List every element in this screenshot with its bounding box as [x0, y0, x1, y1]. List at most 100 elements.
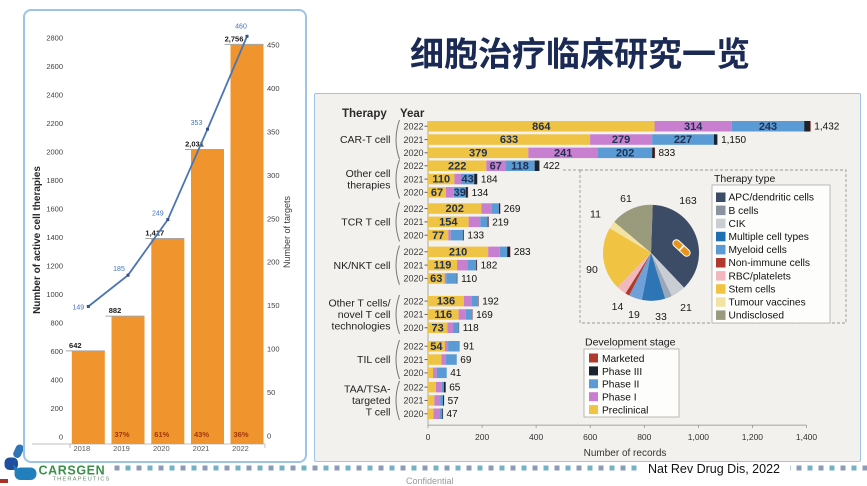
svg-text:269: 269 [504, 204, 521, 215]
svg-text:185: 185 [113, 266, 125, 273]
svg-text:633: 633 [500, 134, 518, 146]
svg-text:Undisclosed: Undisclosed [729, 311, 785, 322]
svg-text:2020: 2020 [153, 444, 170, 453]
svg-text:2020: 2020 [403, 274, 423, 284]
svg-text:0: 0 [59, 433, 63, 442]
svg-text:2200: 2200 [46, 119, 63, 128]
svg-text:202: 202 [616, 147, 634, 159]
svg-text:2021: 2021 [403, 174, 423, 184]
svg-text:110: 110 [461, 274, 477, 285]
svg-text:NK/NKT cell: NK/NKT cell [334, 260, 391, 272]
svg-text:200: 200 [475, 432, 489, 442]
svg-text:2021: 2021 [403, 135, 423, 145]
svg-text:2020: 2020 [403, 148, 423, 158]
svg-text:300: 300 [267, 171, 280, 180]
svg-text:1800: 1800 [46, 176, 63, 185]
svg-text:600: 600 [583, 432, 597, 442]
svg-text:422: 422 [543, 161, 560, 172]
svg-text:2022: 2022 [232, 444, 249, 453]
svg-text:1000: 1000 [46, 290, 63, 299]
svg-text:219: 219 [492, 217, 509, 228]
svg-text:Number of targets: Number of targets [282, 195, 292, 268]
svg-text:CIK: CIK [729, 219, 746, 230]
svg-text:1,150: 1,150 [721, 135, 746, 146]
svg-text:90: 90 [586, 264, 598, 276]
svg-text:833: 833 [659, 148, 676, 159]
svg-text:2020: 2020 [403, 323, 423, 333]
svg-text:RBC/platelets: RBC/platelets [729, 271, 791, 282]
svg-text:19: 19 [628, 309, 640, 321]
svg-text:67: 67 [490, 160, 502, 172]
svg-text:novel T cell: novel T cell [338, 309, 391, 321]
svg-text:67: 67 [431, 187, 443, 199]
svg-text:136: 136 [437, 296, 455, 308]
svg-text:283: 283 [514, 247, 531, 258]
svg-text:1600: 1600 [46, 205, 63, 214]
svg-text:Other cell: Other cell [346, 168, 391, 180]
svg-text:Marketed: Marketed [602, 354, 645, 365]
svg-text:182: 182 [481, 261, 498, 272]
svg-text:14: 14 [612, 301, 624, 313]
svg-text:2022: 2022 [403, 122, 423, 132]
svg-text:2022: 2022 [403, 296, 423, 306]
svg-text:222: 222 [448, 160, 466, 172]
svg-text:2020: 2020 [403, 230, 423, 240]
svg-text:243: 243 [759, 121, 777, 133]
svg-text:Multiple cell types: Multiple cell types [729, 232, 809, 243]
svg-text:T cell: T cell [366, 407, 391, 419]
svg-text:B cells: B cells [729, 206, 759, 217]
svg-text:0: 0 [267, 432, 271, 441]
svg-text:450: 450 [267, 40, 280, 49]
svg-text:Preclinical: Preclinical [602, 406, 648, 417]
svg-text:460: 460 [235, 23, 247, 30]
svg-text:882: 882 [109, 306, 122, 315]
svg-text:2021: 2021 [403, 396, 423, 406]
svg-text:110: 110 [432, 174, 450, 186]
svg-text:100: 100 [267, 345, 280, 354]
svg-text:43%: 43% [194, 430, 209, 439]
svg-text:2000: 2000 [46, 148, 63, 157]
svg-text:73: 73 [431, 322, 443, 334]
svg-text:192: 192 [482, 297, 499, 308]
svg-text:54: 54 [430, 341, 443, 353]
svg-text:21: 21 [680, 302, 692, 314]
svg-text:154: 154 [439, 217, 458, 229]
svg-text:Therapy: Therapy [342, 108, 387, 120]
svg-text:47: 47 [447, 409, 459, 420]
svg-text:2022: 2022 [403, 204, 423, 214]
svg-text:2600: 2600 [46, 62, 63, 71]
svg-text:TIL cell: TIL cell [357, 354, 390, 366]
svg-text:2020: 2020 [403, 188, 423, 198]
svg-text:2018: 2018 [73, 444, 90, 453]
svg-text:41: 41 [450, 368, 462, 379]
svg-text:314: 314 [684, 121, 703, 133]
svg-text:technologies: technologies [332, 321, 391, 333]
svg-text:353: 353 [191, 120, 203, 127]
svg-text:2021: 2021 [403, 260, 423, 270]
svg-text:Number of records: Number of records [584, 448, 667, 459]
svg-text:CAR-T cell: CAR-T cell [340, 134, 391, 146]
svg-text:400: 400 [267, 84, 280, 93]
svg-text:163: 163 [679, 195, 697, 207]
svg-text:2022: 2022 [403, 341, 423, 351]
svg-text:2800: 2800 [46, 34, 63, 43]
svg-text:Phase II: Phase II [602, 380, 639, 391]
svg-text:APC/dendritic cells: APC/dendritic cells [729, 193, 815, 204]
svg-text:1,432: 1,432 [814, 122, 839, 133]
svg-text:Number of active cell therapie: Number of active cell therapies [32, 166, 43, 314]
svg-text:65: 65 [449, 383, 461, 394]
svg-text:116: 116 [434, 309, 452, 321]
svg-text:202: 202 [446, 203, 464, 215]
svg-text:63: 63 [430, 273, 442, 285]
svg-text:TAA/TSA-: TAA/TSA- [344, 383, 391, 395]
svg-text:Phase III: Phase III [602, 367, 642, 378]
svg-text:400: 400 [529, 432, 543, 442]
svg-text:600: 600 [50, 347, 63, 356]
svg-text:61%: 61% [154, 430, 169, 439]
svg-text:119: 119 [434, 260, 452, 272]
svg-text:200: 200 [50, 404, 63, 413]
svg-text:800: 800 [637, 432, 651, 442]
svg-text:Myeloid cells: Myeloid cells [729, 245, 787, 256]
svg-text:134: 134 [472, 188, 489, 199]
svg-text:200: 200 [267, 258, 280, 267]
